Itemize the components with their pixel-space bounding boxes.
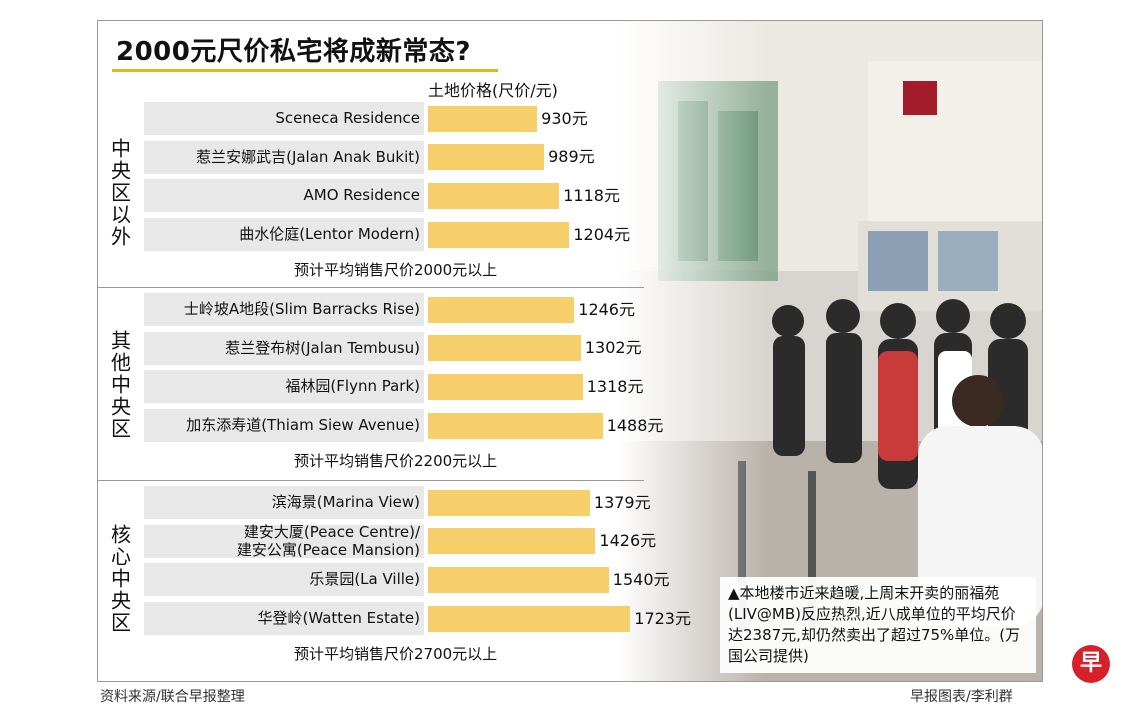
row-label-background — [144, 179, 424, 213]
bar-value-label: 1302元 — [584, 338, 642, 358]
bar-value-label: 1318元 — [586, 376, 644, 396]
bar-label: 士岭坡A地段(Slim Barracks Rise) — [183, 300, 420, 318]
bar — [428, 144, 545, 171]
group-separator — [98, 287, 644, 288]
bar — [428, 528, 596, 555]
row-label-background — [144, 409, 424, 443]
group-label-text: 其他中央区 — [107, 329, 132, 440]
row-label-background — [144, 602, 424, 636]
row-label-background — [144, 293, 424, 326]
data-source: 资料来源/联合早报整理 — [100, 689, 245, 705]
value-axis-label: 土地价格(尺价/元) — [428, 81, 558, 100]
title-underline — [112, 69, 498, 72]
bar — [428, 605, 631, 632]
row-label-background — [144, 102, 424, 135]
row-label-background — [144, 218, 424, 252]
bar — [428, 105, 538, 132]
bar-label: Sceneca Residence — [275, 109, 420, 127]
bar-value-label: 930元 — [541, 108, 588, 128]
row-label-background — [144, 486, 424, 519]
bar-label: 华登岭(Watten Estate) — [257, 609, 420, 628]
zaobao-logo: 早 — [1072, 645, 1110, 683]
bar-label: 福林园(Flynn Park) — [285, 377, 420, 396]
row-label-background — [144, 563, 424, 597]
group-label: 其他中央区 — [98, 289, 142, 480]
bar-label: 曲水伦庭(Lentor Modern) — [239, 225, 420, 244]
group-label-text: 中央区以外 — [107, 137, 132, 248]
group-note: 预计平均销售尺价2200元以上 — [294, 451, 498, 470]
chart-credit: 早报图表/李利群 — [910, 689, 1013, 705]
bar — [428, 412, 603, 439]
bar-label: 惹兰安娜武吉(Jalan Anak Bukit) — [196, 147, 420, 166]
bar-value-label: 1426元 — [599, 531, 657, 551]
bar-label: 滨海景(Marina View) — [271, 493, 420, 511]
bar — [428, 182, 560, 209]
bar-label: 建安大厦(Peace Centre)/建安公寓(Peace Mansion) — [144, 523, 420, 560]
row-label-background — [144, 370, 424, 404]
bar — [428, 489, 590, 516]
bar-value-label: 1118元 — [563, 185, 620, 205]
bar-label: 乐景园(La Ville) — [309, 570, 420, 589]
group-note: 预计平均销售尺价2700元以上 — [294, 644, 498, 663]
chart-frame: 2000元尺价私宅将成新常态? 土地价格(尺价/元) 中央区以外 Sceneca … — [97, 20, 1043, 682]
row-label-background — [144, 140, 424, 174]
bar-label: 惹兰登布树(Jalan Tembusu) — [225, 338, 420, 357]
bar-label: AMO Residence — [303, 186, 420, 205]
bar — [428, 221, 570, 248]
bar-label-line: 建安公寓(Peace Mansion) — [236, 541, 420, 560]
bar — [428, 296, 575, 323]
bar-value-label: 1204元 — [573, 224, 631, 244]
bar-value-label: 1488元 — [606, 415, 664, 435]
bar-label: 加东添寿道(Thiam Siew Avenue) — [186, 416, 420, 435]
group-label: 核心中央区 — [98, 482, 142, 676]
bar-value-label: 1379元 — [593, 492, 651, 512]
bar — [428, 335, 581, 362]
bar-value-label: 1246元 — [578, 299, 635, 319]
bar-value-label: 1540元 — [612, 569, 670, 589]
photo-caption: ▲本地楼市近来趋暖,上周末开卖的丽福苑(LIV@MB)反应热烈,近八成单位的平均… — [720, 577, 1036, 673]
bar-value-label: 1723元 — [634, 608, 691, 628]
group-label: 中央区以外 — [98, 98, 142, 287]
photo-background — [618, 21, 1042, 681]
group-note: 预计平均销售尺价2000元以上 — [294, 260, 498, 279]
crowd-photo-illustration — [618, 21, 1042, 681]
row-label-background — [144, 524, 424, 558]
group-separator — [98, 480, 644, 481]
group-label-text: 核心中央区 — [107, 524, 132, 634]
bar — [428, 566, 609, 593]
bar-label-line: 建安大厦(Peace Centre)/ — [243, 523, 420, 542]
bar — [428, 373, 583, 400]
bar-value-label: 989元 — [548, 147, 595, 167]
chart-title: 2000元尺价私宅将成新常态? — [116, 37, 471, 67]
row-label-background — [144, 331, 424, 365]
